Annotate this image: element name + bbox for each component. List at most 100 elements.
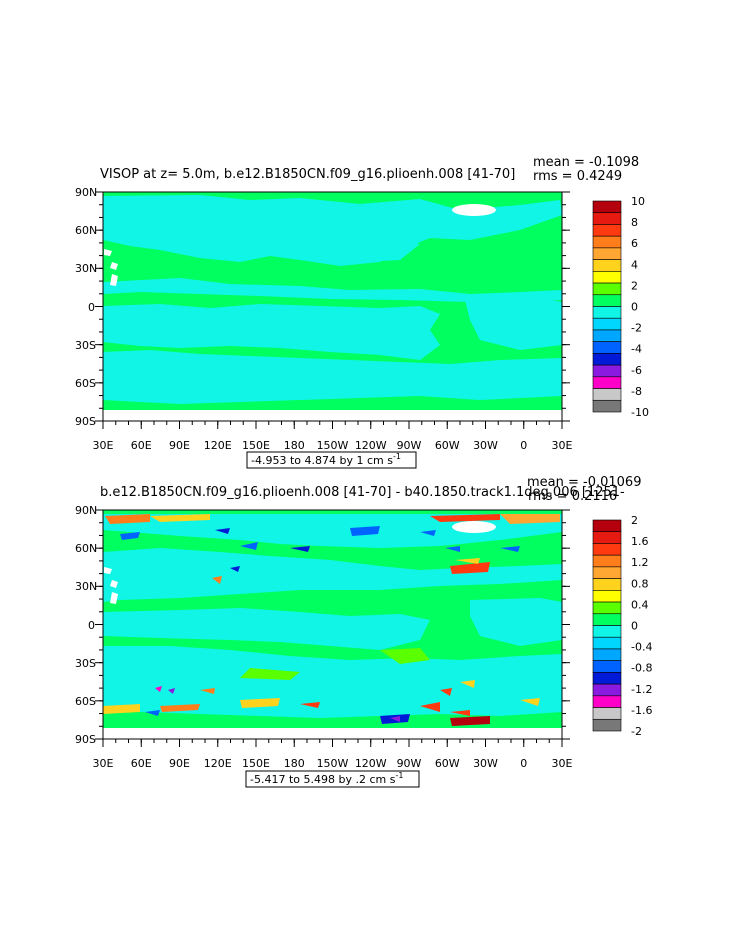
panel-1-xtick-5: 180 bbox=[284, 439, 305, 452]
panel-1-x-axis: 30E 60E 90E 120E 150E 180 150W 120W 90W 60W 30W 0 30… bbox=[93, 439, 573, 452]
panel-1-colorbar-box-4 bbox=[592, 247, 622, 260]
panel-1-colorbar-box-5 bbox=[592, 259, 622, 272]
panel-2-colorbar-box-11 bbox=[592, 648, 622, 661]
panel-1-colorbar-box-2 bbox=[592, 224, 622, 237]
panel-1-title: VISOP at z= 5.0m, b.e12.B1850CN.f09_g16.… bbox=[100, 167, 515, 182]
panel-1-xtick-7: 120W bbox=[355, 439, 387, 452]
panel-1-xtick-2: 90E bbox=[169, 439, 190, 452]
panel-2-colorbar-box-4 bbox=[592, 566, 622, 579]
panel-2-title: b.e12.B1850CN.f09_g16.plioenh.008 [41-70… bbox=[100, 485, 625, 500]
panel-1-colorbar-box-17 bbox=[592, 399, 622, 413]
panel-1: VISOP at z= 5.0m, b.e12.B1850CN.f09_g16.… bbox=[75, 155, 649, 469]
panel-1-colorbar-box-9 bbox=[592, 306, 622, 319]
panel-2-colorbar-label-5: 0 bbox=[631, 620, 638, 633]
panel-2-xtick-8: 90W bbox=[397, 757, 422, 770]
panel-2-missing-greenland bbox=[452, 521, 496, 533]
panel-2-colorbar-box-6 bbox=[592, 590, 622, 603]
panel-1-colorbar-label-1: 8 bbox=[631, 216, 638, 229]
panel-1-colorbar-label-4: 2 bbox=[631, 279, 638, 292]
panel-2-colorbar-label-10: -2 bbox=[631, 725, 642, 738]
panel-2-xtick-0: 30E bbox=[93, 757, 114, 770]
panel-2-range-box: -5.417 to 5.498 by .2 cm s-1 bbox=[245, 770, 420, 788]
panel-1-ytick-2: 30N bbox=[75, 262, 97, 275]
panel-2-anomalies-north bbox=[105, 514, 560, 584]
panel-1-ytick-0: 90N bbox=[75, 186, 97, 199]
panel-2-ytick-0: 90N bbox=[75, 504, 97, 517]
panel-2-tick-marks bbox=[95, 509, 570, 747]
panel-2-xtick-9: 60W bbox=[435, 757, 460, 770]
panel-2-colorbar-label-1: 1.6 bbox=[631, 535, 649, 548]
panel-2-anomalies-south bbox=[103, 680, 540, 726]
panel-1-range-box: -4.953 to 4.874 by 1 cm s-1 bbox=[246, 451, 417, 469]
panel-2-colorbar-box-14 bbox=[592, 683, 622, 697]
panel-2-colorbar-box-7 bbox=[592, 601, 622, 615]
panel-1-colorbar-label-3: 4 bbox=[631, 258, 638, 271]
panel-2-map bbox=[102, 509, 563, 740]
panel-2-colorbar-box-9 bbox=[592, 625, 622, 638]
panel-1-range-sup: -1 bbox=[393, 452, 401, 461]
panel-1-colorbar-label-2: 6 bbox=[631, 237, 638, 250]
panel-1-colorbar-box-3 bbox=[592, 235, 622, 249]
panel-1-colorbar-box-8 bbox=[592, 294, 622, 307]
panel-2-field-negative bbox=[103, 514, 562, 548]
panel-1-ytick-5: 60S bbox=[75, 377, 96, 390]
panel-2-colorbar-box-15 bbox=[592, 695, 622, 708]
panel-2-ytick-1: 60N bbox=[75, 542, 97, 555]
panel-1-range-text: -4.953 to 4.874 by 1 cm s bbox=[251, 454, 393, 467]
panel-1-colorbar-box-7 bbox=[592, 282, 622, 296]
panel-2-colorbar-label-8: -1.2 bbox=[631, 683, 652, 696]
panel-2-colorbar-box-17 bbox=[592, 718, 622, 732]
panel-1-colorbar-label-7: -4 bbox=[631, 343, 642, 356]
panel-1-colorbar-label-10: -10 bbox=[631, 406, 649, 419]
panel-1-colorbar-label-5: 0 bbox=[631, 301, 638, 314]
panel-1-colorbar-label-0: 10 bbox=[631, 195, 645, 208]
panel-1-xtick-8: 90W bbox=[397, 439, 422, 452]
panel-2-xtick-1: 60E bbox=[131, 757, 152, 770]
panel-1-xtick-11: 0 bbox=[520, 439, 527, 452]
panel-1-colorbar-box-6 bbox=[592, 271, 622, 284]
panel-2-xtick-7: 120W bbox=[355, 757, 387, 770]
panel-2-colorbar-box-2 bbox=[592, 543, 622, 556]
panel-2-colorbar-label-6: -0.4 bbox=[631, 641, 652, 654]
panel-1-colorbar: 10 8 6 4 2 0 -2 -4 -6 -8 -10 bbox=[592, 195, 649, 419]
panel-1-xtick-6: 150W bbox=[317, 439, 349, 452]
panel-1-ytick-6: 90S bbox=[75, 415, 96, 428]
panel-1-y-axis: 90N 60N 30N 0 30S 60S 90S bbox=[75, 186, 97, 428]
panel-1-xtick-12: 30E bbox=[552, 439, 573, 452]
panel-2-xtick-2: 90E bbox=[169, 757, 190, 770]
panel-2-ytick-2: 30N bbox=[75, 580, 97, 593]
panel-1-colorbar-box-12 bbox=[592, 341, 622, 354]
svg-text:-4.953 to 4.874 by 1 cm s-1: -4.953 to 4.874 by 1 cm s-1 bbox=[251, 452, 401, 467]
panel-1-colorbar-box-1 bbox=[592, 212, 622, 225]
panel-1-colorbar-label-6: -2 bbox=[631, 322, 642, 335]
panel-2-ytick-4: 30S bbox=[75, 657, 96, 670]
panel-2-colorbar-label-2: 1.2 bbox=[631, 556, 649, 569]
panel-2-colorbar: 2 1.6 1.2 0.8 0.4 0 -0.4 -0.8 -1.2 -1.6 -2 bbox=[592, 514, 652, 738]
panel-1-mean: mean = -0.1098 bbox=[533, 155, 639, 170]
panel-2-colorbar-label-0: 2 bbox=[631, 514, 638, 527]
panel-1-colorbar-label-8: -6 bbox=[631, 364, 642, 377]
panel-1-xtick-10: 30W bbox=[473, 439, 498, 452]
panel-2-ytick-6: 90S bbox=[75, 733, 96, 746]
panel-1-colorbar-box-11 bbox=[592, 329, 622, 342]
panel-1-tick-marks bbox=[95, 191, 570, 429]
panel-1-colorbar-label-9: -8 bbox=[631, 385, 642, 398]
panel-1-ytick-1: 60N bbox=[75, 224, 97, 237]
panel-2-colorbar-box-0 bbox=[592, 519, 622, 533]
panel-2-colorbar-box-13 bbox=[592, 672, 622, 685]
panel-1-xtick-9: 60W bbox=[435, 439, 460, 452]
panel-1-colorbar-box-13 bbox=[592, 353, 622, 366]
panel-1-xtick-4: 150E bbox=[242, 439, 270, 452]
panel-2-colorbar-box-3 bbox=[592, 554, 622, 568]
panel-2-xtick-10: 30W bbox=[473, 757, 498, 770]
panel-2-xtick-12: 30E bbox=[552, 757, 573, 770]
panel-1-map bbox=[102, 191, 563, 422]
panel-2-mean: mean = -0.01069 bbox=[527, 475, 641, 490]
panel-2-xtick-3: 120E bbox=[204, 757, 232, 770]
panel-2-y-axis: 90N 60N 30N 0 30S 60S 90S bbox=[75, 504, 97, 746]
panel-2-ytick-3: 0 bbox=[88, 619, 95, 632]
panel-2-colorbar-label-9: -1.6 bbox=[631, 704, 652, 717]
panel-2-xtick-6: 150W bbox=[317, 757, 349, 770]
panel-1-colorbar-box-15 bbox=[592, 376, 622, 389]
panel-2-x-axis: 30E 60E 90E 120E 150E 180 150W 120W 90W 60W 30W 0 30… bbox=[93, 757, 573, 770]
